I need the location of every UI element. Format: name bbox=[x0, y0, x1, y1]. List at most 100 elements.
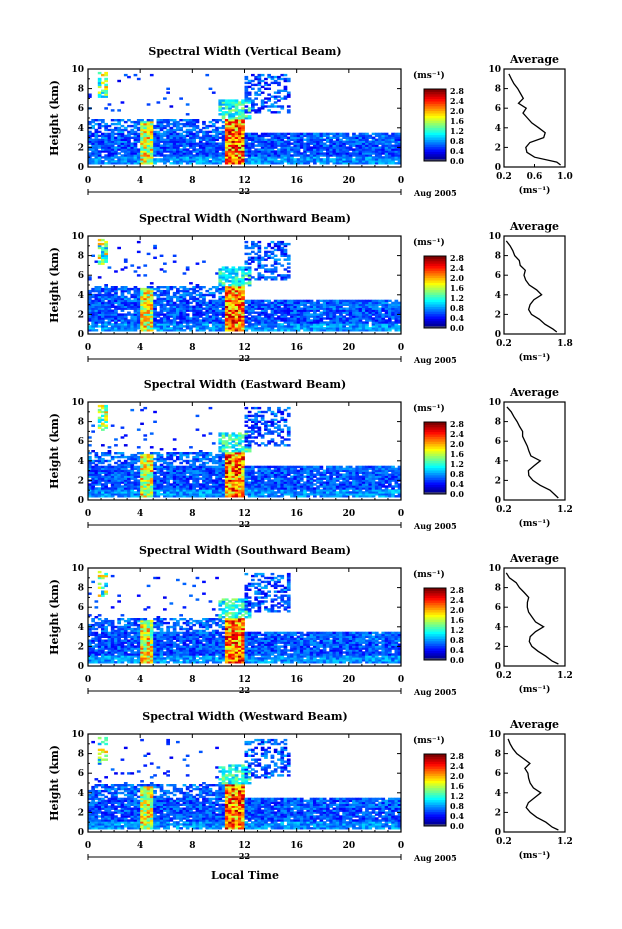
heatmap-cell bbox=[299, 327, 304, 330]
date-label: Aug 2005 bbox=[413, 188, 457, 198]
heatmap-cell bbox=[202, 152, 206, 155]
heatmap-cell bbox=[322, 152, 327, 155]
heatmap-cell bbox=[101, 317, 105, 320]
profile-y-tick-label: 4 bbox=[495, 124, 501, 134]
heatmap-cell bbox=[143, 487, 148, 490]
heatmap-cell bbox=[286, 144, 291, 147]
heatmap-cell bbox=[205, 158, 210, 161]
heatmap-cell bbox=[316, 327, 320, 330]
heatmap-cell bbox=[296, 154, 301, 157]
heatmap-cell bbox=[179, 319, 183, 322]
heatmap-cell bbox=[218, 282, 223, 285]
heatmap-cell bbox=[120, 313, 125, 316]
heatmap-cell bbox=[231, 307, 236, 310]
heatmap-cell bbox=[264, 264, 268, 267]
heatmap-cell bbox=[231, 280, 236, 283]
heatmap-cell bbox=[361, 321, 366, 324]
heatmap-cell bbox=[251, 152, 255, 155]
heatmap-cell bbox=[146, 457, 151, 461]
heatmap-cell bbox=[332, 329, 337, 332]
heatmap-cell bbox=[241, 291, 245, 295]
heatmap-cell bbox=[218, 126, 223, 130]
heatmap-cell bbox=[185, 301, 190, 305]
heatmap-cell bbox=[342, 307, 346, 310]
heatmap-cell bbox=[293, 305, 298, 308]
heatmap-cell bbox=[117, 299, 121, 303]
heatmap-cell bbox=[384, 325, 389, 328]
heatmap-cell bbox=[234, 321, 239, 324]
heatmap-cell bbox=[202, 286, 206, 289]
heatmap-cell bbox=[107, 495, 112, 498]
heatmap-cell bbox=[117, 307, 121, 310]
heatmap-cell bbox=[146, 140, 151, 143]
heatmap-cell bbox=[251, 150, 255, 153]
heatmap-cell bbox=[231, 99, 236, 102]
heatmap-cell bbox=[189, 124, 193, 128]
heatmap-cell bbox=[247, 276, 252, 279]
heatmap-cell bbox=[192, 134, 196, 138]
heatmap-cell bbox=[198, 483, 203, 486]
heatmap-cell bbox=[231, 272, 236, 275]
heatmap-cell bbox=[234, 148, 239, 151]
heatmap-cell bbox=[88, 327, 92, 330]
heatmap-cell bbox=[231, 142, 236, 145]
heatmap-cell bbox=[117, 134, 121, 138]
colorbar-segment bbox=[424, 313, 446, 317]
heatmap-cell bbox=[241, 136, 245, 139]
heatmap-cell bbox=[143, 489, 148, 492]
heatmap-cell bbox=[231, 140, 236, 143]
heatmap-cell bbox=[309, 148, 314, 151]
heatmap-cell bbox=[303, 150, 307, 153]
heatmap-cell bbox=[313, 307, 317, 310]
heatmap-cell bbox=[143, 406, 148, 410]
heatmap-cell bbox=[149, 124, 154, 128]
heatmap-cell bbox=[215, 461, 219, 465]
heatmap-cell bbox=[189, 325, 193, 328]
heatmap-cell bbox=[211, 321, 216, 324]
heatmap-cell bbox=[335, 301, 340, 305]
heatmap-cell bbox=[185, 491, 190, 494]
heatmap-cell bbox=[189, 301, 193, 305]
heatmap-cell bbox=[189, 317, 193, 320]
heatmap-cell bbox=[208, 156, 213, 159]
heatmap-cell bbox=[371, 138, 376, 141]
heatmap-cell bbox=[378, 148, 382, 151]
heatmap-cell bbox=[208, 138, 213, 141]
heatmap-cell bbox=[381, 146, 386, 149]
heatmap-cell bbox=[231, 309, 236, 312]
heatmap-cell bbox=[273, 303, 278, 306]
heatmap-cell bbox=[280, 329, 285, 332]
heatmap-cell bbox=[247, 258, 252, 261]
heatmap-cell bbox=[133, 144, 138, 147]
heatmap-cell bbox=[286, 160, 291, 163]
heatmap-cell bbox=[189, 489, 193, 492]
heatmap-cell bbox=[319, 329, 324, 332]
heatmap-cell bbox=[140, 136, 144, 139]
heatmap-cell bbox=[110, 469, 115, 472]
heatmap-cell bbox=[244, 109, 249, 112]
heatmap-cell bbox=[391, 156, 395, 159]
heatmap-cell bbox=[286, 154, 291, 157]
heatmap-cell bbox=[309, 146, 314, 149]
heatmap-cell bbox=[166, 146, 170, 149]
heatmap-cell bbox=[329, 329, 333, 332]
heatmap-cell bbox=[136, 291, 141, 295]
heatmap-cell bbox=[211, 156, 216, 159]
heatmap-cell bbox=[94, 150, 99, 153]
colorbar-segment bbox=[424, 280, 446, 283]
heatmap-cell bbox=[332, 142, 337, 145]
heatmap-cell bbox=[326, 140, 330, 143]
heatmap-cell bbox=[218, 301, 223, 305]
heatmap-cell bbox=[342, 148, 346, 151]
heatmap-cell bbox=[110, 325, 115, 328]
heatmap-cell bbox=[296, 140, 301, 143]
heatmap-cell bbox=[205, 124, 210, 128]
heatmap-cell bbox=[257, 266, 262, 269]
heatmap-cell bbox=[313, 160, 317, 163]
heatmap-cell bbox=[313, 138, 317, 141]
heatmap-cell bbox=[319, 299, 324, 303]
heatmap-cell bbox=[251, 305, 255, 308]
heatmap-cell bbox=[117, 471, 121, 474]
heatmap-cell bbox=[189, 475, 193, 478]
heatmap-cell bbox=[211, 140, 216, 143]
